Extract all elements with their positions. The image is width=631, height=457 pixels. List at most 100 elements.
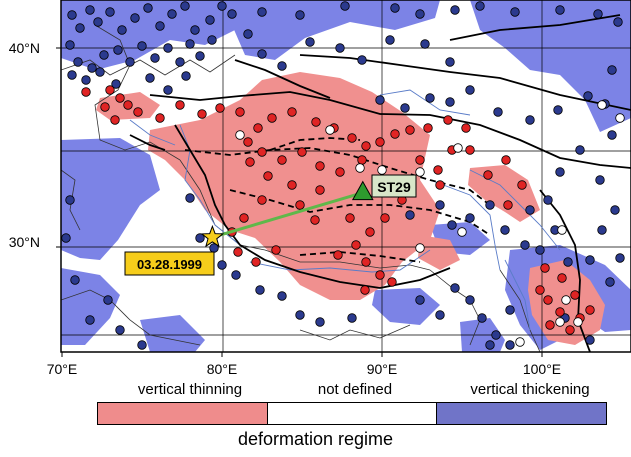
red-dot-45 [239,213,249,223]
blue-dot-38 [613,17,623,27]
blue-dot-8 [155,21,165,31]
blue-dot-36 [555,5,565,15]
white-dot-1 [325,125,335,135]
white-dot-4 [415,167,425,177]
white-dot-12 [615,113,625,123]
white-dot-3 [377,165,387,175]
red-dot-4 [155,113,165,123]
blue-dot-52 [385,35,395,45]
red-dot-24 [277,155,287,165]
red-dot-62 [535,285,545,295]
blue-dot-27 [227,9,237,19]
blue-dot-92 [315,317,325,327]
event-label: 03.28.1999 [124,251,215,276]
blue-dot-4 [105,7,115,17]
red-dot-29 [315,185,325,195]
blue-dot-19 [125,57,135,67]
blue-dot-73 [615,253,625,263]
thickening-region-4 [61,268,120,345]
red-dot-34 [380,213,390,223]
blue-dot-12 [205,15,215,25]
red-dot-2 [123,100,133,110]
red-dot-23 [257,147,267,157]
red-dot-35 [351,240,361,250]
red-dot-11 [287,107,297,117]
red-dot-42 [263,171,273,181]
red-dot-7 [215,103,225,113]
blue-dot-11 [190,25,200,35]
blue-dot-46 [243,29,253,39]
blue-dot-20 [137,41,147,51]
blue-dot-18 [113,45,123,55]
white-dot-9 [573,317,583,327]
white-dot-7 [557,225,567,235]
red-dot-74 [81,87,91,97]
red-dot-64 [555,307,565,317]
red-dot-43 [287,180,297,190]
red-dot-12 [311,117,321,127]
blue-dot-94 [405,210,415,220]
blue-dot-69 [543,195,553,205]
blue-dot-96 [447,220,457,230]
red-dot-44 [257,195,267,205]
blue-dot-78 [70,275,80,285]
blue-dot-74 [585,255,595,265]
blue-dot-1 [75,23,85,33]
red-dot-26 [315,161,325,171]
blue-dot-89 [255,285,265,295]
blue-dot-64 [400,103,410,113]
rivers [129,89,561,331]
blue-dot-45 [181,71,191,81]
blue-dot-71 [610,205,620,215]
thinning-region-4 [418,235,460,270]
blue-dot-113 [535,245,545,255]
blue-dot-54 [445,57,455,67]
blue-dot-65 [375,95,385,105]
red-dot-60 [517,180,527,190]
blue-dot-97 [465,213,475,223]
blue-dot-58 [553,105,563,115]
event-date: 03.28.1999 [137,257,202,272]
blue-dot-72 [597,225,607,235]
blue-dot-80 [115,325,125,335]
ray-path-line [211,191,364,239]
lat-label-40n: 40°N [8,40,40,56]
legend-title: deformation regime [237,429,394,449]
red-dot-3 [133,107,143,117]
red-dot-65 [570,290,580,300]
blue-dot-59 [525,115,535,125]
blue-dot-63 [425,93,435,103]
blue-dot-3 [93,17,103,27]
white-dot-14 [415,243,425,253]
blue-dot-99 [500,225,510,235]
blue-dot-61 [465,85,475,95]
blue-dot-101 [415,295,425,305]
white-dot-13 [555,317,565,327]
red-dot-21 [461,123,471,133]
blue-dot-53 [420,39,430,49]
red-dot-37 [361,257,371,267]
blue-dot-6 [130,13,140,23]
red-dot-10 [267,113,277,123]
blue-dot-31 [390,3,400,13]
red-dot-57 [465,145,475,155]
white-dot-0 [235,130,245,140]
blue-dot-41 [95,67,105,77]
legend-label-thickening: vertical thickening [470,381,590,398]
red-dot-41 [245,157,255,167]
blue-dot-26 [207,35,217,45]
blue-dot-105 [477,313,487,323]
blue-dot-112 [563,257,573,267]
lon-label-100e: 100°E [522,361,562,377]
red-dot-9 [253,123,263,133]
blue-dot-21 [150,53,160,63]
red-dot-16 [375,137,385,147]
blue-dot-33 [450,5,460,15]
station-triangle-icon [351,180,374,201]
red-dot-49 [271,245,281,255]
red-dot-61 [503,200,513,210]
red-dot-59 [501,155,511,165]
blue-dot-28 [257,7,267,17]
red-dot-1 [110,115,120,125]
red-dot-67 [545,320,555,330]
